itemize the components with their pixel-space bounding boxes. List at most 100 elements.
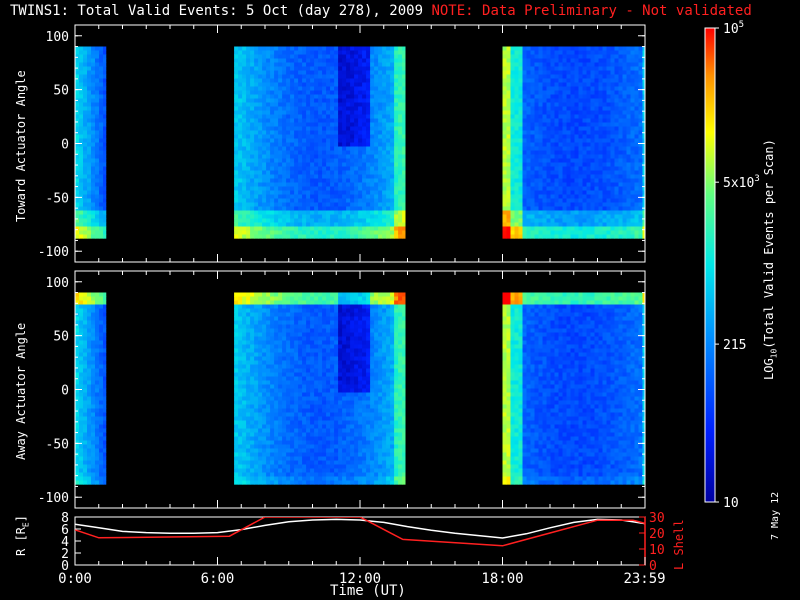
heatmap-cell <box>310 90 315 95</box>
heatmap-cell <box>83 94 88 99</box>
heatmap-cell <box>326 78 331 83</box>
heatmap-cell <box>294 106 299 111</box>
heatmap-cell <box>638 62 643 67</box>
heatmap-cell <box>314 118 319 123</box>
heatmap-cell <box>318 198 323 203</box>
heatmap-cell <box>642 186 646 191</box>
heatmap-cell <box>75 388 80 393</box>
heatmap-cell <box>626 118 631 123</box>
heatmap-cell <box>554 178 559 183</box>
heatmap-cell <box>234 332 239 337</box>
heatmap-cell <box>103 158 107 163</box>
heatmap-cell <box>103 468 107 473</box>
heatmap-cell <box>374 198 379 203</box>
heatmap-cell <box>618 166 623 171</box>
heatmap-cell <box>250 90 255 95</box>
heatmap-cell <box>99 170 104 175</box>
heatmap-cell <box>238 90 243 95</box>
heatmap-cell <box>558 102 563 107</box>
heatmap-cell <box>103 126 107 131</box>
heatmap-cell <box>250 324 255 329</box>
heatmap-cell <box>266 230 271 235</box>
heatmap-cell <box>103 404 107 409</box>
heatmap-cell <box>362 178 367 183</box>
heatmap-cell <box>286 150 291 155</box>
heatmap-cell <box>578 150 583 155</box>
heatmap-cell <box>550 134 555 139</box>
heatmap-cell <box>370 210 375 215</box>
heatmap-cell <box>346 202 351 207</box>
heatmap-cell <box>254 158 259 163</box>
heatmap-cell <box>306 166 311 171</box>
heatmap-cell <box>95 82 100 87</box>
heatmap-cell <box>302 118 307 123</box>
heatmap-cell <box>238 452 243 457</box>
heatmap-cell <box>334 162 339 167</box>
heatmap-cell <box>350 186 355 191</box>
heatmap-cell <box>386 194 391 199</box>
heatmap-cell <box>254 300 259 305</box>
heatmap-cell <box>546 230 551 235</box>
heatmap-cell <box>390 230 395 235</box>
heatmap-cell <box>262 150 267 155</box>
heatmap-cell <box>542 114 547 119</box>
heatmap-cell <box>514 186 519 191</box>
heatmap-cell <box>642 234 646 239</box>
heatmap-cell <box>338 158 343 163</box>
heatmap-cell <box>342 70 347 75</box>
heatmap-cell <box>642 86 646 91</box>
heatmap-cell <box>99 328 104 333</box>
heatmap-cell <box>238 400 243 405</box>
heatmap-cell <box>242 416 247 421</box>
heatmap-cell <box>606 110 611 115</box>
heatmap-cell <box>318 230 323 235</box>
heatmap-cell <box>286 138 291 143</box>
heatmap-cell <box>574 78 579 83</box>
heatmap-cell <box>95 206 100 211</box>
heatmap-cell <box>342 114 347 119</box>
heatmap-cell <box>99 46 104 51</box>
heatmap-cell <box>330 166 335 171</box>
heatmap-cell <box>302 210 307 215</box>
heatmap-cell <box>634 66 639 71</box>
heatmap-cell <box>294 230 299 235</box>
heatmap-cell <box>334 106 339 111</box>
heatmap-cell <box>590 222 595 227</box>
heatmap-cell <box>354 90 359 95</box>
heatmap-cell <box>390 46 395 51</box>
heatmap-cell <box>234 480 239 485</box>
heatmap-cell <box>362 210 367 215</box>
heatmap-cell <box>103 70 107 75</box>
heatmap-cell <box>258 82 263 87</box>
heatmap-cell <box>638 182 643 187</box>
heatmap-cell <box>642 74 646 79</box>
heatmap-cell <box>534 158 539 163</box>
heatmap-cell <box>79 50 84 55</box>
heatmap-cell <box>366 50 371 55</box>
heatmap-cell <box>378 226 383 231</box>
heatmap-cell <box>370 202 375 207</box>
heatmap-cell <box>582 74 587 79</box>
heatmap-cell <box>358 206 363 211</box>
heatmap-cell <box>370 46 375 51</box>
heatmap-cell <box>278 126 283 131</box>
heatmap-cell <box>310 150 315 155</box>
heatmap-cell <box>75 50 80 55</box>
heatmap-cell <box>246 82 251 87</box>
heatmap-cell <box>522 46 527 51</box>
heatmap-cell <box>366 150 371 155</box>
heatmap-cell <box>562 102 567 107</box>
heatmap-cell <box>530 134 535 139</box>
heatmap-cell <box>338 110 343 115</box>
y-tick-label: 50 <box>53 84 69 99</box>
heatmap-cell <box>570 206 575 211</box>
heatmap-cell <box>514 126 519 131</box>
heatmap-cell <box>530 46 535 51</box>
heatmap-cell <box>366 146 371 151</box>
heatmap-cell <box>354 98 359 103</box>
heatmap-cell <box>550 130 555 135</box>
heatmap-cell <box>242 226 247 231</box>
heatmap-cell <box>586 182 591 187</box>
heatmap-cell <box>83 222 88 227</box>
heatmap-cell <box>502 66 507 71</box>
